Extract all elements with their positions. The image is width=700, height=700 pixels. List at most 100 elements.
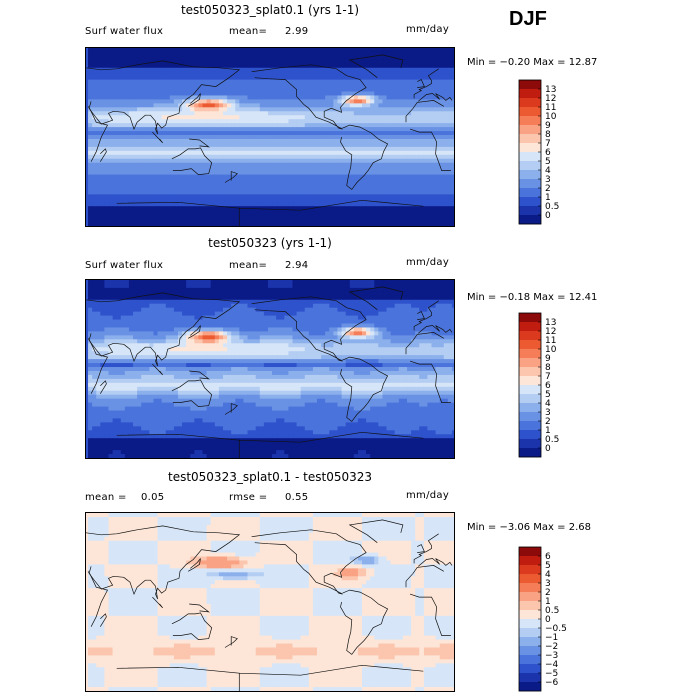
field-cell bbox=[198, 75, 204, 81]
field-cell bbox=[190, 138, 195, 144]
field-cell bbox=[206, 87, 212, 93]
colorbar-swatch bbox=[519, 125, 541, 135]
field-cell bbox=[415, 295, 420, 301]
field-cell bbox=[137, 115, 142, 120]
field-cell bbox=[415, 280, 420, 285]
field-cell bbox=[255, 283, 261, 289]
field-cell bbox=[288, 186, 294, 191]
field-cell bbox=[133, 79, 138, 85]
field-cell bbox=[406, 295, 412, 301]
field-cell bbox=[451, 95, 454, 101]
field-cell bbox=[272, 75, 277, 81]
field-cell bbox=[280, 202, 285, 207]
field-cell bbox=[419, 182, 424, 188]
field-cell bbox=[267, 162, 273, 168]
field-cell bbox=[153, 83, 159, 89]
field-cell bbox=[341, 166, 347, 172]
field-cell bbox=[235, 127, 240, 132]
field-cell bbox=[390, 95, 396, 101]
field-cell bbox=[370, 283, 375, 289]
field-cell bbox=[370, 99, 375, 104]
field-cell bbox=[255, 146, 261, 152]
field-cell bbox=[423, 299, 429, 305]
field-cell bbox=[153, 71, 159, 77]
field-cell bbox=[251, 115, 257, 120]
field-cell bbox=[108, 214, 114, 219]
field-cell bbox=[431, 210, 437, 215]
field-cell bbox=[329, 131, 334, 136]
field-cell bbox=[235, 287, 240, 293]
field-cell bbox=[251, 55, 257, 61]
field-cell bbox=[435, 295, 441, 301]
field-cell bbox=[255, 59, 261, 65]
field-cell bbox=[116, 280, 122, 285]
field-cell bbox=[141, 48, 146, 53]
field-cell bbox=[202, 71, 208, 77]
field-cell bbox=[284, 198, 289, 203]
field-cell bbox=[100, 190, 105, 195]
field-cell bbox=[423, 311, 429, 317]
field-cell bbox=[92, 178, 97, 184]
field-cell bbox=[284, 210, 289, 215]
field-cell bbox=[451, 307, 454, 313]
field-cell bbox=[411, 311, 416, 317]
field-cell bbox=[292, 123, 298, 128]
field-cell bbox=[243, 111, 249, 116]
field-cell bbox=[411, 59, 416, 65]
field-cell bbox=[173, 194, 179, 199]
field-cell bbox=[124, 103, 130, 108]
field-cell bbox=[357, 299, 363, 305]
field-cell bbox=[370, 218, 375, 223]
field-cell bbox=[345, 299, 351, 305]
field-cell bbox=[451, 75, 454, 81]
field-cell bbox=[333, 51, 339, 57]
field-cell bbox=[145, 127, 150, 132]
field-cell bbox=[100, 162, 105, 168]
field-cell bbox=[304, 307, 310, 313]
field-cell bbox=[353, 48, 359, 53]
field-cell bbox=[137, 119, 142, 124]
colorbar-level-label: 0.5 bbox=[545, 202, 559, 212]
field-cell bbox=[386, 55, 392, 61]
field-cell bbox=[288, 131, 294, 136]
field-cell bbox=[202, 142, 208, 148]
field-cell bbox=[231, 214, 236, 219]
field-cell bbox=[366, 303, 371, 309]
field-cell bbox=[182, 303, 187, 309]
field-cell bbox=[280, 107, 285, 112]
field-cell bbox=[243, 182, 249, 188]
field-cell bbox=[267, 51, 273, 57]
field-cell bbox=[321, 206, 326, 211]
field-cell bbox=[231, 138, 236, 144]
field-cell bbox=[198, 190, 204, 195]
field-cell bbox=[353, 138, 359, 144]
field-cell bbox=[112, 91, 118, 97]
field-cell bbox=[194, 315, 200, 321]
field-cell bbox=[411, 87, 416, 93]
field-cell bbox=[382, 206, 388, 211]
field-cell bbox=[218, 315, 224, 321]
field-cell bbox=[145, 291, 150, 297]
field-cell bbox=[292, 111, 298, 116]
field-cell bbox=[133, 311, 138, 317]
field-cell bbox=[116, 103, 122, 108]
field-cell bbox=[419, 287, 424, 293]
field-cell bbox=[214, 287, 220, 293]
field-cell bbox=[419, 103, 424, 108]
field-cell bbox=[398, 123, 404, 128]
field-cell bbox=[423, 190, 429, 195]
field-cell bbox=[292, 131, 298, 136]
field-cell bbox=[194, 194, 200, 199]
field-cell bbox=[112, 150, 118, 156]
field-cell bbox=[317, 87, 322, 93]
field-cell bbox=[415, 158, 420, 164]
field-cell bbox=[96, 291, 101, 297]
field-cell bbox=[382, 59, 388, 65]
field-cell bbox=[329, 75, 334, 81]
field-cell bbox=[251, 154, 257, 160]
field-cell bbox=[378, 131, 384, 136]
field-cell bbox=[202, 115, 208, 120]
field-cell bbox=[112, 158, 118, 164]
field-cell bbox=[259, 194, 265, 199]
field-cell bbox=[292, 222, 298, 226]
